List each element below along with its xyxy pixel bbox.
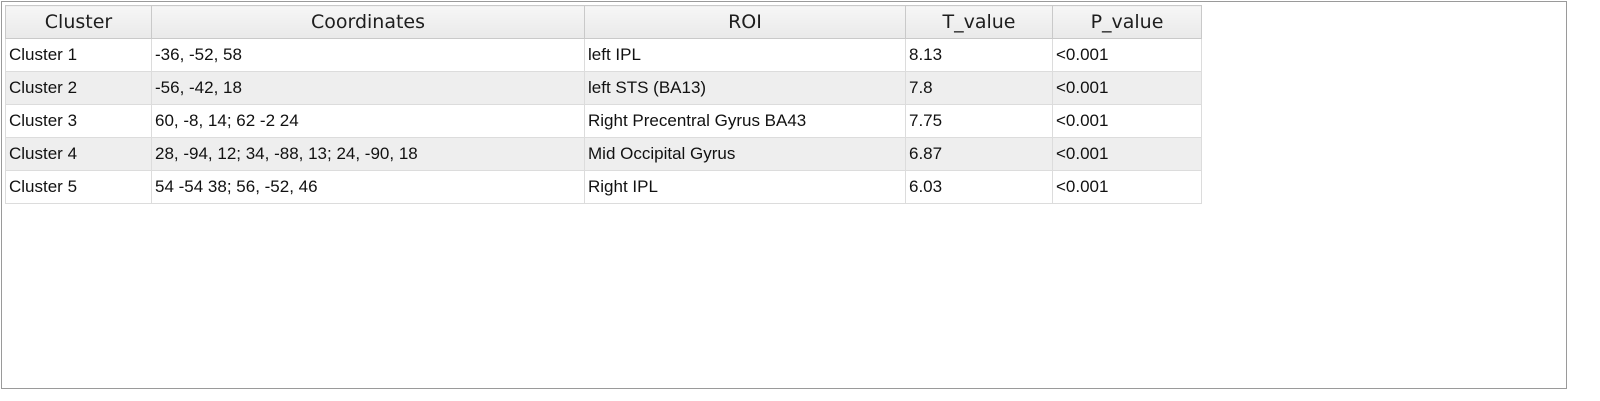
- table-row[interactable]: Cluster 2 -56, -42, 18 left STS (BA13) 7…: [5, 71, 1202, 105]
- cell-t-value[interactable]: 7.8: [905, 71, 1053, 105]
- cell-t-value[interactable]: 7.75: [905, 104, 1053, 138]
- cell-coordinates[interactable]: -56, -42, 18: [151, 71, 585, 105]
- cell-coordinates[interactable]: 60, -8, 14; 62 -2 24: [151, 104, 585, 138]
- cell-roi[interactable]: Mid Occipital Gyrus: [584, 137, 906, 171]
- header-row: Cluster Coordinates ROI T_value P_value: [5, 5, 1202, 39]
- cell-p-value[interactable]: <0.001: [1052, 137, 1202, 171]
- table-row[interactable]: Cluster 3 60, -8, 14; 62 -2 24 Right Pre…: [5, 104, 1202, 138]
- column-header-p-value[interactable]: P_value: [1052, 5, 1202, 39]
- table-panel: Cluster Coordinates ROI T_value P_value …: [1, 1, 1567, 389]
- cell-t-value[interactable]: 6.03: [905, 170, 1053, 204]
- cell-p-value[interactable]: <0.001: [1052, 170, 1202, 204]
- table-row[interactable]: Cluster 1 -36, -52, 58 left IPL 8.13 <0.…: [5, 38, 1202, 72]
- column-header-cluster[interactable]: Cluster: [5, 5, 152, 39]
- column-header-t-value[interactable]: T_value: [905, 5, 1053, 39]
- results-table: Cluster Coordinates ROI T_value P_value …: [5, 5, 1202, 204]
- table-row[interactable]: Cluster 4 28, -94, 12; 34, -88, 13; 24, …: [5, 137, 1202, 171]
- cell-roi[interactable]: Right IPL: [584, 170, 906, 204]
- cell-cluster[interactable]: Cluster 1: [5, 38, 152, 72]
- cell-coordinates[interactable]: -36, -52, 58: [151, 38, 585, 72]
- column-header-roi[interactable]: ROI: [584, 5, 906, 39]
- cell-coordinates[interactable]: 54 -54 38; 56, -52, 46: [151, 170, 585, 204]
- cell-p-value[interactable]: <0.001: [1052, 71, 1202, 105]
- cell-p-value[interactable]: <0.001: [1052, 38, 1202, 72]
- column-header-coordinates[interactable]: Coordinates: [151, 5, 585, 39]
- table-row[interactable]: Cluster 5 54 -54 38; 56, -52, 46 Right I…: [5, 170, 1202, 204]
- cell-cluster[interactable]: Cluster 4: [5, 137, 152, 171]
- cell-cluster[interactable]: Cluster 5: [5, 170, 152, 204]
- cell-coordinates[interactable]: 28, -94, 12; 34, -88, 13; 24, -90, 18: [151, 137, 585, 171]
- cell-roi[interactable]: Right Precentral Gyrus BA43: [584, 104, 906, 138]
- cell-t-value[interactable]: 8.13: [905, 38, 1053, 72]
- cell-roi[interactable]: left IPL: [584, 38, 906, 72]
- cell-cluster[interactable]: Cluster 3: [5, 104, 152, 138]
- cell-p-value[interactable]: <0.001: [1052, 104, 1202, 138]
- cell-roi[interactable]: left STS (BA13): [584, 71, 906, 105]
- cell-t-value[interactable]: 6.87: [905, 137, 1053, 171]
- cell-cluster[interactable]: Cluster 2: [5, 71, 152, 105]
